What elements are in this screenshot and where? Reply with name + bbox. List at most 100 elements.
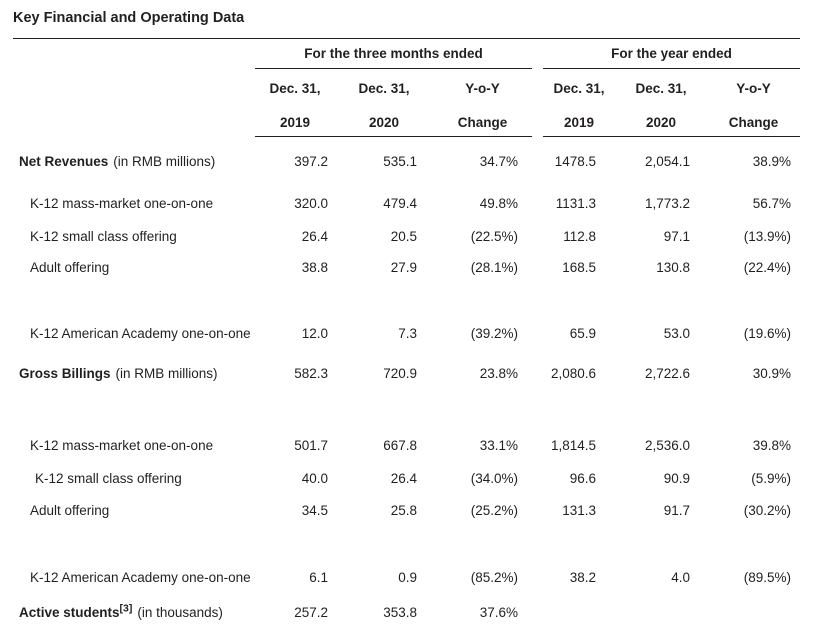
value-cell: 168.5 [562, 260, 597, 275]
value-cell: 1131.3 [555, 196, 597, 211]
spacer-cell [532, 187, 543, 221]
row-label: K-12 American Academy one-on-one [13, 561, 255, 595]
column-group-year: For the year ended [543, 38, 801, 69]
value-cell: (34.0%) [470, 471, 519, 486]
value-cell: 7.3 [398, 326, 417, 341]
col-header-q-2020-date: Dec. 31, [358, 81, 410, 97]
col-header-q-2019-year: 2019 [255, 108, 335, 137]
value-cell: 90.9 [663, 471, 691, 486]
value-cell: 26.4 [301, 229, 328, 244]
value-cell: 56.7% [752, 196, 792, 211]
row-label: K-12 mass-market one-on-one [13, 429, 255, 463]
value-cell: (30.2%) [743, 503, 792, 518]
col-header-y-2020-date: Dec. 31, [635, 81, 687, 97]
spacer-cell [13, 69, 255, 109]
table-row: K-12 mass-market one-on-one 501.7 667.8 … [13, 429, 800, 463]
table-row: K-12 American Academy one-on-one 12.0 7.… [13, 317, 800, 351]
value-cell: 27.9 [390, 260, 417, 275]
value-cell: 37.6% [479, 605, 519, 620]
col-header-y-change: Change [707, 108, 801, 137]
value-cell: 320.0 [294, 196, 328, 211]
value-cell [543, 595, 615, 631]
spacer-cell [532, 39, 543, 69]
spacer-cell [532, 561, 543, 595]
value-cell: (39.2%) [470, 326, 519, 341]
table-row: K-12 small class offering 26.4 20.5 (22.… [13, 221, 800, 253]
value-cell: 667.8 [383, 438, 417, 453]
spacer-cell [13, 109, 255, 137]
col-header-y-yoy: Y-o-Y [736, 81, 771, 97]
row-label-text: Adult offering [30, 503, 110, 518]
table-row: K-12 small class offering 40.0 26.4 (34.… [13, 463, 800, 495]
spacer-cell [532, 351, 543, 397]
value-cell: 91.7 [663, 503, 691, 518]
row-label: K-12 small class offering [13, 463, 255, 495]
value-cell: 130.8 [656, 260, 691, 275]
value-cell: (22.4%) [743, 260, 792, 275]
row-label-suffix: (in RMB millions) [115, 366, 218, 381]
value-cell: 582.3 [294, 366, 328, 381]
col-header-y-2019-date: Dec. 31, [553, 81, 605, 97]
value-cell: 23.8% [479, 366, 519, 381]
row-label-text: Gross Billings [19, 366, 111, 381]
spacer-cell [532, 69, 543, 109]
value-cell: 34.5 [301, 503, 328, 518]
row-label-text: K-12 American Academy one-on-one [30, 326, 251, 341]
row-label: K-12 mass-market one-on-one [13, 187, 255, 221]
value-cell: 535.1 [383, 154, 417, 170]
value-cell: (85.2%) [470, 570, 519, 585]
value-cell: 131.3 [562, 503, 597, 518]
table-row-gross-billings: Gross Billings (in RMB millions) 582.3 72… [13, 351, 800, 397]
footnote-ref: [3] [119, 602, 133, 615]
value-cell: 25.8 [390, 503, 417, 518]
spacer-row [13, 283, 800, 317]
value-cell: 397.2 [294, 154, 328, 170]
group-header-row: For the three months ended For the year … [13, 38, 801, 69]
row-label-suffix: (in thousands) [137, 605, 223, 620]
value-cell: 40.0 [301, 471, 328, 486]
table-row: Adult offering 38.8 27.9 (28.1%) 168.5 1… [13, 253, 800, 283]
value-cell [707, 595, 800, 631]
value-cell: 2,536.0 [644, 438, 691, 453]
row-label-text: K-12 small class offering [35, 471, 182, 486]
value-cell [615, 595, 707, 631]
value-cell: 501.7 [294, 438, 328, 453]
value-cell: 1478.5 [554, 154, 597, 170]
value-cell: 38.9% [752, 154, 792, 170]
value-cell: 12.0 [301, 326, 328, 341]
column-group-three-months: For the three months ended [255, 38, 533, 69]
spacer-cell [532, 137, 543, 187]
spacer-cell [532, 595, 543, 631]
page-title: Key Financial and Operating Data [13, 10, 245, 26]
value-cell: 38.8 [301, 260, 328, 275]
value-cell: 20.5 [390, 229, 417, 244]
value-cell: 479.4 [383, 196, 417, 211]
value-cell: 2,054.1 [644, 154, 691, 170]
value-cell: 2,080.6 [550, 366, 597, 381]
value-cell: 1,773.2 [644, 196, 691, 211]
value-cell: 39.8% [752, 438, 792, 453]
value-cell: (28.1%) [470, 260, 519, 275]
row-label-text: K-12 American Academy one-on-one [30, 570, 251, 585]
spacer-cell [532, 221, 543, 253]
value-cell: 720.9 [383, 366, 417, 381]
value-cell: 1,814.5 [550, 438, 597, 453]
value-cell: (25.2%) [470, 503, 519, 518]
value-cell: 49.8% [479, 196, 519, 211]
spacer-row [13, 527, 800, 561]
spacer-cell [13, 39, 255, 69]
row-label-text: K-12 mass-market one-on-one [30, 438, 214, 453]
spacer-cell [532, 463, 543, 495]
row-label-text: Adult offering [30, 260, 110, 275]
row-label-text: Active students [19, 605, 120, 620]
col-header-q-2020-year: 2020 [335, 108, 433, 137]
value-cell: 65.9 [569, 326, 597, 341]
value-cell: 353.8 [383, 605, 417, 620]
value-cell: (89.5%) [743, 570, 792, 585]
value-cell: 26.4 [390, 471, 417, 486]
row-label: K-12 American Academy one-on-one [13, 317, 255, 351]
spacer-cell [532, 495, 543, 527]
value-cell: 257.2 [294, 605, 328, 620]
col-header-y-2020-year: 2020 [615, 108, 708, 137]
